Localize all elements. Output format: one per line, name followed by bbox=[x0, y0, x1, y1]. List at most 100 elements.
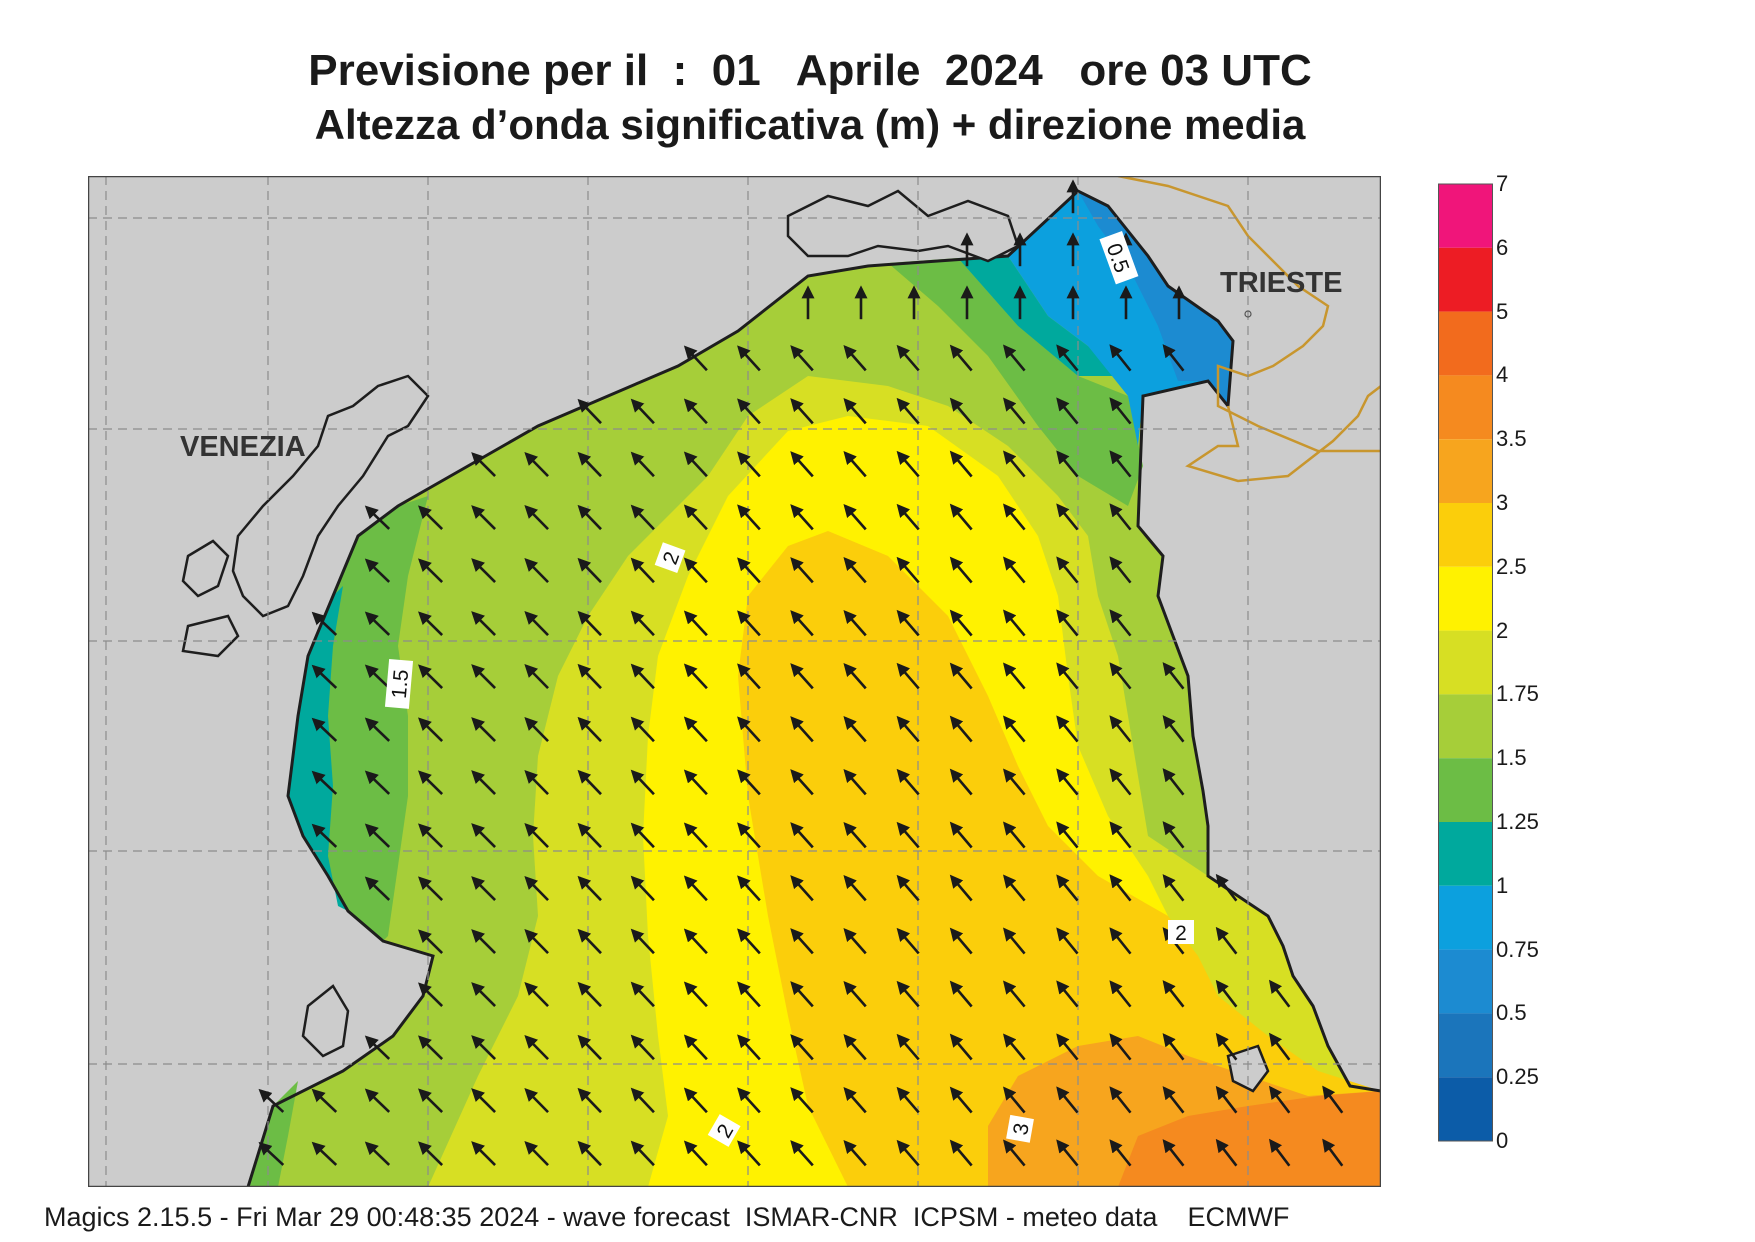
wave-direction-arrow bbox=[630, 981, 655, 1008]
wave-direction-arrow bbox=[1003, 397, 1026, 425]
wave-direction-arrow bbox=[471, 452, 497, 478]
wave-direction-arrow bbox=[418, 1141, 444, 1166]
wave-direction-arrow bbox=[896, 556, 920, 584]
wave-direction-arrow bbox=[896, 397, 920, 425]
wave-direction-arrow bbox=[1056, 927, 1079, 955]
wave-direction-arrow bbox=[1003, 874, 1026, 902]
colorbar-tick-label: 0.25 bbox=[1496, 1064, 1539, 1090]
colorbar-segment bbox=[1438, 184, 1493, 248]
wave-direction-arrow bbox=[790, 981, 814, 1008]
wave-direction-arrow bbox=[418, 664, 444, 689]
wave-direction-arrow bbox=[790, 1140, 814, 1167]
wave-direction-arrow bbox=[524, 982, 549, 1008]
wave-direction-arrow bbox=[1056, 503, 1079, 531]
wave-direction-arrow bbox=[896, 344, 920, 372]
wave-direction-arrow bbox=[577, 769, 602, 796]
wave-direction-arrow bbox=[896, 1086, 920, 1114]
wave-direction-arrow bbox=[683, 504, 708, 531]
wave-direction-arrow bbox=[843, 981, 867, 1008]
wave-direction-arrow bbox=[311, 664, 338, 689]
colorbar-frame bbox=[1438, 183, 1493, 1142]
wave-direction-arrow bbox=[311, 1088, 338, 1113]
wave-direction-arrow bbox=[1109, 768, 1132, 796]
colorbar-tick-label: 3 bbox=[1496, 490, 1509, 515]
map-title-line2: Altezza d’onda significativa (m) + direz… bbox=[314, 101, 1306, 148]
wave-direction-arrow bbox=[1109, 1086, 1132, 1114]
colorbar-segment bbox=[1438, 885, 1493, 950]
wave-direction-arrow bbox=[577, 716, 602, 743]
wave-direction-arrow bbox=[1109, 927, 1132, 955]
wave-direction-arrow bbox=[524, 664, 549, 690]
wave-direction-arrow bbox=[1215, 926, 1238, 955]
wave-direction-arrow bbox=[577, 1087, 602, 1114]
wave-direction-arrow bbox=[1056, 1086, 1079, 1114]
wave-direction-arrow bbox=[790, 663, 814, 690]
wave-direction-arrow bbox=[471, 823, 497, 849]
wave-direction-arrow bbox=[949, 503, 973, 531]
wave-direction-arrow bbox=[843, 504, 867, 531]
wave-direction-arrow bbox=[1109, 556, 1132, 584]
wave-direction-arrow bbox=[1109, 662, 1132, 690]
wave-direction-arrow bbox=[471, 876, 497, 902]
wave-direction-arrow bbox=[630, 1140, 655, 1167]
wave-direction-arrow bbox=[843, 875, 867, 902]
wave-direction-arrow bbox=[1056, 874, 1079, 902]
wave-direction-arrow bbox=[949, 397, 973, 425]
wave-direction-arrow bbox=[577, 398, 602, 425]
wave-direction-arrow bbox=[630, 822, 655, 849]
wave-direction-arrow bbox=[843, 663, 867, 690]
wave-direction-arrow bbox=[1003, 1139, 1026, 1167]
wave-direction-arrow bbox=[1056, 609, 1079, 637]
wave-direction-arrow bbox=[524, 1035, 549, 1061]
wave-direction-arrow bbox=[1003, 503, 1026, 531]
wave-direction-arrow bbox=[790, 822, 814, 849]
wave-direction-arrow bbox=[524, 611, 549, 637]
colorbar-tick-label: 0.75 bbox=[1496, 936, 1539, 962]
wave-band-0.75-1 bbox=[1008, 191, 1233, 446]
wave-direction-arrow bbox=[311, 1141, 338, 1166]
wave-direction-arrow bbox=[790, 716, 814, 743]
wave-direction-arrow bbox=[364, 1088, 391, 1113]
contour-label-3: 3 bbox=[1006, 1114, 1034, 1143]
wave-direction-arrow bbox=[577, 928, 602, 955]
wave-direction-arrow bbox=[258, 1088, 285, 1113]
wave-direction-arrow bbox=[524, 1088, 549, 1114]
wave-direction-arrow bbox=[737, 716, 761, 743]
wave-direction-arrow bbox=[790, 398, 814, 425]
wave-direction-arrow bbox=[1215, 1032, 1238, 1061]
wave-direction-arrow bbox=[1003, 927, 1026, 955]
wave-direction-arrow bbox=[1162, 821, 1185, 849]
wave-direction-arrow bbox=[1003, 821, 1026, 849]
wave-direction-arrow bbox=[577, 822, 602, 849]
wave-direction-arrow bbox=[949, 874, 973, 902]
wave-direction-arrow bbox=[418, 558, 444, 583]
wave-direction-arrow bbox=[524, 929, 549, 955]
wave-direction-arrow bbox=[1109, 397, 1132, 425]
wave-direction-arrow bbox=[364, 823, 391, 848]
wave-direction-arrow bbox=[577, 1140, 602, 1167]
wave-direction-arrow bbox=[1109, 450, 1132, 478]
wave-direction-arrow bbox=[1162, 1033, 1185, 1061]
svg-text:1.5: 1.5 bbox=[388, 668, 413, 699]
wave-direction-arrow bbox=[1003, 980, 1026, 1008]
colorbar-tick-label: 4 bbox=[1496, 362, 1509, 388]
colorbar-tick-label: 3.5 bbox=[1496, 426, 1527, 452]
wave-direction-arrow bbox=[471, 982, 497, 1008]
wave-direction-arrow bbox=[790, 1087, 814, 1114]
wave-direction-arrow bbox=[364, 611, 391, 636]
wave-direction-arrow bbox=[737, 928, 761, 955]
wave-direction-arrow bbox=[1056, 344, 1079, 372]
colorbar bbox=[1438, 183, 1493, 1142]
wave-direction-arrow bbox=[418, 770, 444, 795]
wave-direction-arrow bbox=[577, 610, 602, 637]
wave-direction-arrow bbox=[1109, 980, 1132, 1008]
colorbar-tick-label: 1.25 bbox=[1496, 809, 1539, 834]
wave-direction-arrow bbox=[471, 611, 497, 637]
wave-band-1.25-1.5-south bbox=[248, 1081, 298, 1187]
wave-direction-arrow bbox=[1056, 1139, 1079, 1167]
wave-direction-arrow bbox=[1003, 609, 1026, 637]
wave-direction-arrow bbox=[418, 982, 444, 1007]
colorbar-segment bbox=[1438, 503, 1493, 567]
wave-direction-arrow bbox=[896, 927, 920, 955]
wave-direction-arrow bbox=[1162, 715, 1185, 743]
